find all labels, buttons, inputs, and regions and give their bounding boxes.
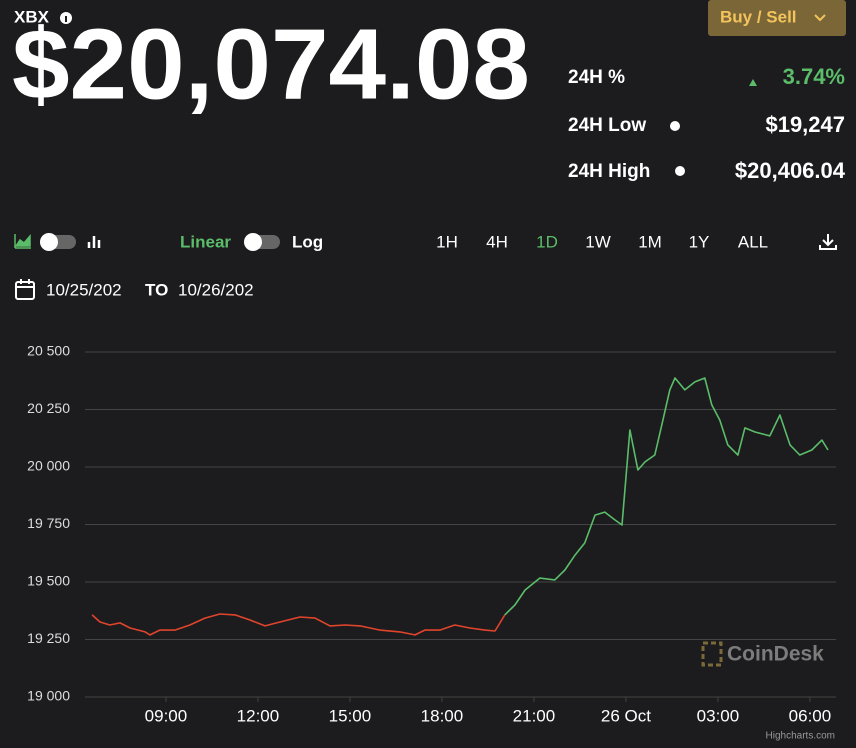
x-tick-label: 06:00 <box>789 706 832 725</box>
range-button[interactable]: 1H <box>436 232 458 251</box>
stat-label: 24H Low <box>568 115 646 136</box>
x-tick-label: 09:00 <box>145 706 188 725</box>
credit[interactable]: Highcharts.com <box>766 731 835 742</box>
area-chart-icon[interactable] <box>14 233 31 249</box>
date-to[interactable]: 10/26/202 <box>178 280 254 299</box>
info-icon[interactable] <box>670 121 680 131</box>
y-tick-label: 19 250 <box>27 630 70 646</box>
date-to-label: TO <box>145 280 168 299</box>
log-label[interactable]: Log <box>292 232 323 251</box>
price-line <box>504 377 829 616</box>
y-tick-label: 19 500 <box>27 573 70 589</box>
coindesk-logo <box>701 641 723 667</box>
y-tick-label: 20 000 <box>27 458 70 474</box>
chevron <box>814 14 826 22</box>
calendar-icon-detail <box>16 279 34 288</box>
x-tick-label: 18:00 <box>421 706 464 725</box>
stat-value: 3.74% <box>783 64 845 89</box>
x-tick-label: 26 Oct <box>601 706 651 725</box>
stat-value: $19,247 <box>765 112 845 137</box>
stat-label: 24H High <box>568 161 650 182</box>
ticker: XBX <box>14 7 50 26</box>
calendar-icon[interactable] <box>15 281 35 300</box>
toggle-knob <box>40 233 58 251</box>
toggle-knob <box>244 233 262 251</box>
stat-label: 24H % <box>568 67 625 88</box>
linear-label[interactable]: Linear <box>180 232 231 251</box>
bar-chart-icon[interactable] <box>87 236 101 248</box>
x-tick-label: 21:00 <box>513 706 556 725</box>
range-button[interactable]: 1W <box>585 232 611 251</box>
buy-sell-label[interactable]: Buy / Sell <box>720 7 797 26</box>
download-icon[interactable] <box>819 234 837 250</box>
y-tick-label: 19 750 <box>27 515 70 531</box>
y-tick-label: 19 000 <box>27 688 70 704</box>
range-button[interactable]: 4H <box>486 232 508 251</box>
range-button[interactable]: ALL <box>738 232 768 251</box>
y-tick-label: 20 250 <box>27 400 70 416</box>
watermark: CoinDesk <box>727 643 824 666</box>
info-icon-glyph <box>65 16 67 22</box>
price-line <box>91 613 506 636</box>
range-button[interactable]: 1M <box>638 232 662 251</box>
range-button[interactable]: 1D <box>536 232 558 251</box>
range-button[interactable]: 1Y <box>689 232 710 251</box>
up-arrow <box>749 79 757 86</box>
x-tick-label: 15:00 <box>329 706 372 725</box>
x-tick-label: 03:00 <box>697 706 740 725</box>
buy-sell-button[interactable] <box>708 0 846 36</box>
stat-value: $20,406.04 <box>735 158 846 183</box>
y-tick-label: 20 500 <box>27 343 70 359</box>
price: $20,074.08 <box>12 8 530 120</box>
date-from[interactable]: 10/25/202 <box>46 280 122 299</box>
x-tick-label: 12:00 <box>237 706 280 725</box>
info-icon[interactable] <box>675 166 685 176</box>
